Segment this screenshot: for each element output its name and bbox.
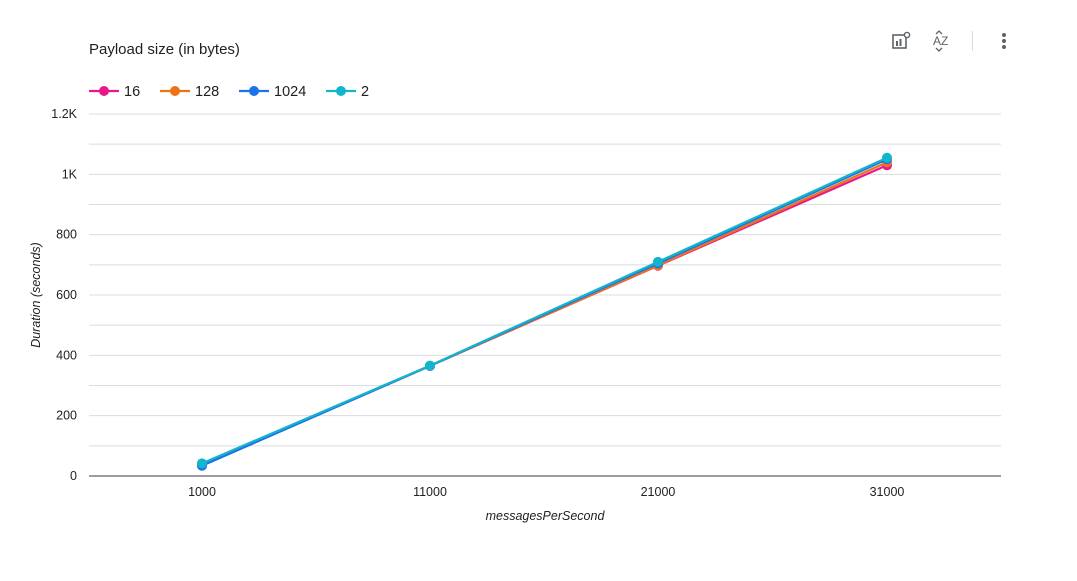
x-tick-label: 1000 [188, 485, 216, 499]
x-tick-label: 31000 [870, 485, 905, 499]
legend-marker [170, 86, 180, 96]
series-line [201, 156, 888, 465]
legend-item-16: 16 [89, 84, 140, 100]
data-point [197, 458, 207, 469]
legend-label: 16 [124, 84, 140, 100]
x-axis-label: messagesPerSecond [486, 509, 606, 523]
legend-item-1024: 1024 [239, 84, 306, 100]
x-tick-label: 11000 [413, 485, 447, 499]
y-tick-label: 1.2K [51, 107, 77, 121]
y-tick-label: 0 [70, 469, 77, 483]
y-tick-label: 400 [56, 348, 77, 362]
y-axis: 0 200 400 600 800 1K 1.2K [51, 107, 77, 483]
legend-marker [99, 86, 109, 96]
legend-label: 2 [361, 84, 369, 100]
y-tick-label: 200 [56, 409, 77, 423]
legend-marker [249, 86, 259, 96]
chart-title: Payload size (in bytes) [89, 41, 240, 58]
legend-label: 1024 [274, 84, 306, 100]
legend-label: 128 [195, 84, 219, 100]
sort-az-icon[interactable]: A Z [928, 28, 954, 54]
data-point [882, 152, 892, 163]
svg-text:A: A [933, 34, 941, 48]
x-tick-label: 21000 [641, 485, 676, 499]
y-tick-label: 600 [56, 288, 77, 302]
toolbar-divider [972, 31, 973, 51]
y-axis-label: Duration (seconds) [29, 242, 43, 348]
more-vert-icon[interactable] [991, 28, 1017, 54]
data-point [653, 256, 663, 267]
legend: 16 128 1024 2 [89, 84, 369, 100]
y-tick-label: 1K [62, 167, 78, 181]
legend-item-128: 128 [160, 84, 219, 100]
chart-edit-icon[interactable] [888, 28, 914, 54]
series-2 [197, 152, 892, 469]
data-point [425, 360, 435, 371]
x-axis: 1000 11000 21000 31000 [188, 485, 904, 499]
legend-item-2: 2 [326, 84, 369, 100]
chart-toolbar: A Z [888, 28, 1017, 54]
legend-marker [336, 86, 346, 96]
y-tick-label: 800 [56, 228, 77, 242]
series-layer [197, 152, 892, 471]
svg-text:Z: Z [941, 34, 948, 48]
